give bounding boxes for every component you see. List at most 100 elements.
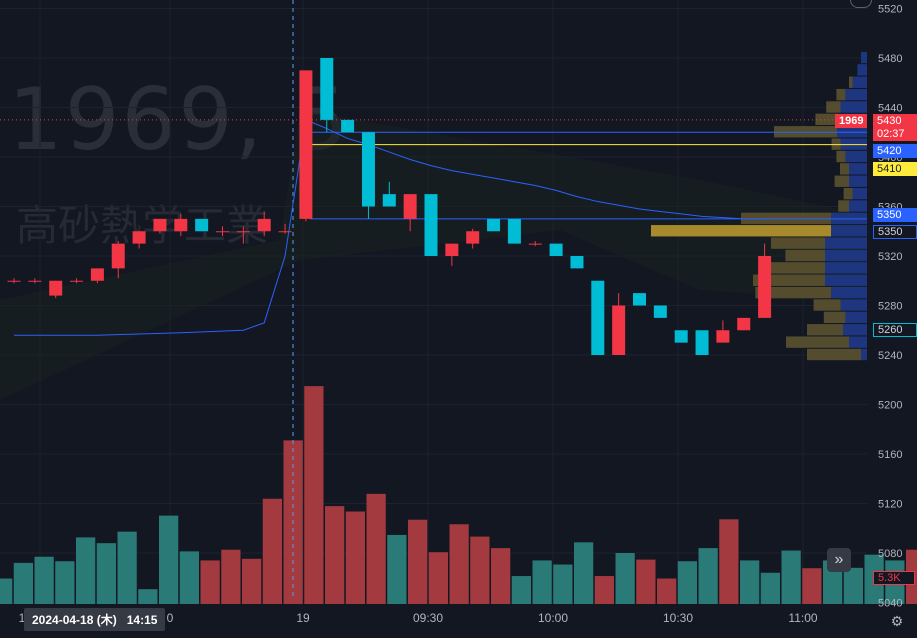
profile-buy-bar (853, 77, 867, 88)
candle-body (216, 231, 229, 232)
volume-bar (491, 548, 510, 604)
profile-buy-bar (861, 52, 867, 63)
price-tick-label: 5320 (878, 251, 902, 263)
symbol-price-tag: 1969 (835, 114, 867, 128)
profile-sell-bar (807, 349, 861, 360)
vwap-outline-tag: 5350 (873, 225, 917, 239)
profile-sell-bar (840, 163, 849, 174)
candle-body (70, 281, 83, 282)
volume-bar (574, 542, 593, 604)
profile-sell-bar (849, 77, 853, 88)
price-tick-label: 5440 (878, 103, 902, 115)
volume-bar (387, 535, 406, 604)
volume-bar (346, 512, 365, 605)
candle-body (737, 318, 750, 330)
price-tick-label: 5200 (878, 400, 902, 412)
profile-sell-bar (814, 299, 841, 310)
profile-sell-bar (836, 151, 845, 162)
candle-body (466, 231, 479, 243)
scroll-to-realtime-button[interactable]: » (827, 548, 851, 572)
profile-buy-bar (857, 64, 867, 75)
volume-bar (0, 579, 12, 604)
candle-body (404, 194, 417, 219)
volume-bar (325, 506, 344, 604)
profile-buy-bar (849, 176, 867, 187)
volume-tag: 5.3K (873, 571, 915, 585)
candle-body (341, 120, 354, 132)
volume-bar (678, 561, 697, 604)
candle-body (49, 281, 62, 296)
price-tick-label: 5040 (878, 598, 902, 610)
profile-sell-bar (771, 237, 825, 248)
poc-tag: 5260 (873, 323, 917, 337)
volume-bar (35, 557, 54, 604)
candle-body (237, 231, 250, 232)
profile-sell-bar (844, 188, 853, 199)
volume-bar (263, 499, 282, 604)
volume-bars (0, 386, 917, 604)
candle-body (28, 281, 41, 282)
crosshair-date: 2024-04-18 (木) (32, 613, 117, 627)
volume-bar (553, 565, 572, 604)
candle-body (299, 70, 312, 219)
candle-body (445, 244, 458, 256)
time-tick-label: 10:30 (663, 611, 693, 625)
crosshair-time: 14:15 (127, 613, 158, 627)
profile-buy-bar (831, 225, 867, 236)
volume-bar (782, 551, 801, 604)
profile-buy-bar (825, 237, 867, 248)
time-tick-label: 11:00 (788, 611, 817, 625)
settings-gear-icon[interactable]: ⚙ (889, 613, 905, 629)
time-tick-label: 0 (167, 611, 174, 625)
volume-bar (14, 563, 33, 604)
candle-body (258, 219, 271, 231)
candle-body (425, 194, 438, 256)
volume-bar (221, 550, 240, 604)
volume-bar (242, 559, 261, 604)
candle-body (612, 306, 625, 356)
last-price-tag: 5430 (873, 114, 917, 128)
profile-buy-bar (853, 188, 867, 199)
profile-sell-bar (824, 312, 846, 323)
candle-body (550, 244, 563, 256)
vwap-tag: 5350 (873, 208, 917, 222)
price-axis: 5520548054405400536053205280524052005160… (878, 4, 902, 610)
profile-sell-bar (838, 200, 849, 211)
candle-body (716, 330, 729, 342)
price-tick-label: 5280 (878, 301, 902, 313)
candle-body (153, 219, 166, 231)
candle-body (91, 268, 104, 280)
candle-body (279, 231, 292, 232)
volume-bar (118, 532, 137, 604)
price-tick-label: 5480 (878, 53, 902, 65)
volume-bar (450, 524, 469, 604)
profile-buy-bar (849, 336, 867, 347)
volume-bar (844, 568, 863, 604)
profile-buy-bar (825, 262, 867, 273)
profile-buy-bar (849, 200, 867, 211)
volume-bar (533, 560, 552, 604)
profile-buy-bar (825, 250, 867, 261)
volume-bar (55, 561, 74, 604)
candle-body (320, 58, 333, 120)
candle-body (112, 244, 125, 269)
volume-bar (761, 573, 780, 604)
profile-sell-bar (836, 89, 845, 100)
candle-body (174, 219, 187, 231)
candle-body (654, 306, 667, 318)
volume-bar (512, 576, 531, 604)
profile-buy-bar (841, 101, 867, 112)
profile-buy-bar (845, 312, 867, 323)
volume-bar (304, 386, 323, 604)
volume-bar (159, 516, 178, 604)
profile-sell-bar (786, 336, 849, 347)
candle-body (133, 231, 146, 243)
volume-bar (138, 589, 157, 604)
volume-bar (367, 494, 386, 604)
profile-buy-bar (843, 324, 867, 335)
profile-buy-bar (845, 151, 867, 162)
profile-sell-bar (762, 262, 825, 273)
volume-bar (429, 552, 448, 604)
profile-sell-bar (807, 324, 843, 335)
